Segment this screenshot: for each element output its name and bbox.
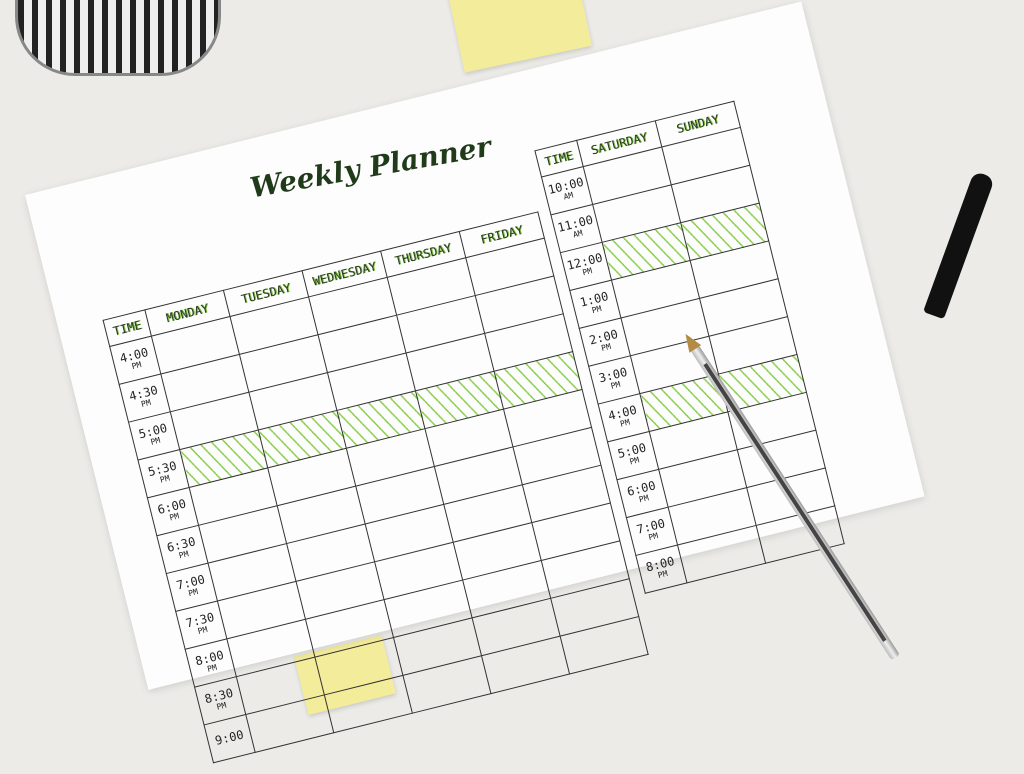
pen-cap: [923, 170, 995, 320]
weekday-table: TIME MONDAY TUESDAY WEDNESDAY THURSDAY FRIDAY…: [103, 211, 649, 763]
time-value: 9:00: [213, 727, 246, 749]
pencil-pot: [15, 0, 221, 76]
planner-sheet: Weekly Planner TIME MONDAY TUESDAY WEDNESDA…: [25, 1, 925, 763]
planner-title: Weekly Planner: [247, 129, 494, 205]
